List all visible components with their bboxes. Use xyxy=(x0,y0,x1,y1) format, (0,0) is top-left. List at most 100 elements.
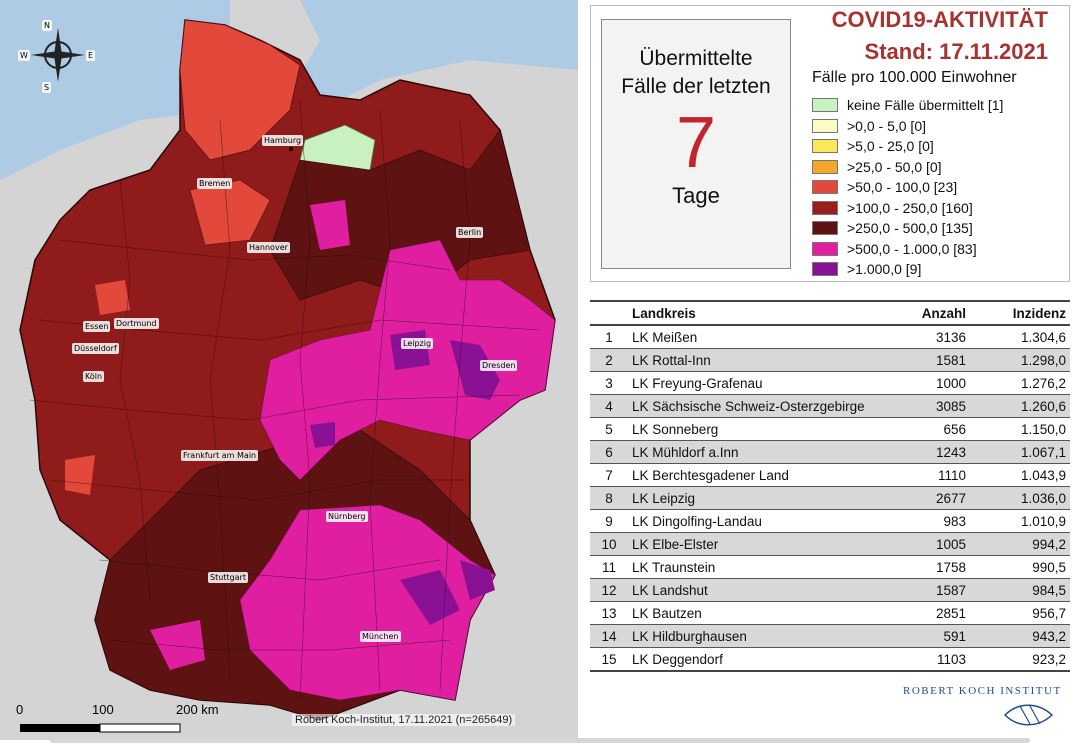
region-north xyxy=(179,19,301,161)
compass-e: E xyxy=(86,50,96,61)
city-dresden: Dresden xyxy=(480,360,518,371)
anzahl-cell: 656 xyxy=(892,417,970,441)
landkreis-cell: LK Meißen xyxy=(628,325,892,349)
legend-swatch xyxy=(812,200,838,215)
city-leipzig: Leipzig xyxy=(401,338,434,349)
inzidenz-cell: 1.150,0 xyxy=(970,417,1070,441)
region-sonneberg xyxy=(310,422,335,448)
inzidenz-cell: 994,2 xyxy=(970,532,1070,556)
legend-label: >50,0 - 100,0 [23] xyxy=(847,179,958,195)
legend-title: COVID19-AKTIVITÄT Stand: 17.11.2021 xyxy=(832,4,1048,68)
legend-subtitle: Fälle pro 100.000 Einwohner xyxy=(812,69,1017,86)
city-frankfurt: Frankfurt am Main xyxy=(181,450,259,461)
title-activity: COVID19-AKTIVITÄT xyxy=(831,7,1048,32)
city-hannover: Hannover xyxy=(247,242,290,253)
scale-bar xyxy=(20,723,181,733)
scale-label-0: 0 xyxy=(16,702,24,717)
legend-swatch xyxy=(812,159,838,174)
anzahl-cell: 1103 xyxy=(892,647,970,672)
region-leipzig xyxy=(390,330,430,370)
legend-label: >100,0 - 250,0 [160] xyxy=(847,199,973,216)
city-berlin: Berlin xyxy=(456,227,484,238)
rank-cell: 5 xyxy=(590,417,628,441)
rank-cell: 12 xyxy=(590,578,628,602)
rank-cell: 1 xyxy=(590,325,628,349)
legend-swatch xyxy=(812,221,838,235)
city-stuttgart: Stuttgart xyxy=(208,572,248,583)
legend-item: >250,0 - 500,0 [135] xyxy=(812,219,973,237)
region-east-dark xyxy=(269,129,531,301)
legend-frame xyxy=(590,5,1070,282)
map-credit: Robert Koch-Institut, 17.11.2021 (n=2656… xyxy=(292,714,516,726)
legend-swatch xyxy=(812,262,838,276)
top-districts-table: Landkreis Anzahl Inzidenz 1 LK Meißen 3136… xyxy=(590,300,1070,672)
anzahl-cell: 2677 xyxy=(892,486,970,510)
region-west xyxy=(95,280,130,315)
legend-swatch xyxy=(812,98,838,112)
legend-label: >0,0 - 5,0 [0] xyxy=(847,117,926,134)
compass-icon xyxy=(31,28,85,82)
table-row: 2 LK Rottal-Inn 1581 1.298,0 xyxy=(590,348,1070,372)
inzidenz-cell: 984,5 xyxy=(970,578,1070,602)
landkreis-cell: LK Freyung-Grafenau xyxy=(628,371,892,395)
legend-item: >1.000,0 [9] xyxy=(812,260,921,278)
rank-cell: 8 xyxy=(590,486,628,510)
landkreis-cell: LK Dingolfing-Landau xyxy=(628,509,892,533)
legend-item: >50,0 - 100,0 [23] xyxy=(812,178,957,196)
anzahl-cell: 3136 xyxy=(892,325,970,349)
landkreis-cell: LK Sächsische Schweiz-Osterzgebirge xyxy=(628,394,892,418)
landkreis-cell: LK Traunstein xyxy=(628,555,892,579)
legend-label: >25,0 - 50,0 [0] xyxy=(847,158,942,175)
inzidenz-cell: 1.067,1 xyxy=(970,440,1070,464)
table-row: 11 LK Traunstein 1758 990,5 xyxy=(590,555,1070,579)
city-dortmund: Dortmund xyxy=(114,318,159,329)
anzahl-cell: 1581 xyxy=(892,348,970,372)
city-koeln: Köln xyxy=(83,371,105,382)
legend-item: >100,0 - 250,0 [160] xyxy=(812,199,973,217)
rank-cell: 7 xyxy=(590,463,628,487)
legend-label: >5,0 - 25,0 [0] xyxy=(847,138,934,154)
table-header: Landkreis Anzahl Inzidenz xyxy=(590,300,1070,326)
inzidenz-cell: 1.036,0 xyxy=(970,486,1070,510)
legend-item: keine Fälle übermittelt [1] xyxy=(812,96,1003,114)
table-row: 7 LK Berchtesgadener Land 1110 1.043,9 xyxy=(590,463,1070,487)
header-landkreis: Landkreis xyxy=(628,300,892,326)
inzidenz-cell: 990,5 xyxy=(970,555,1070,579)
city-dot xyxy=(289,147,293,151)
horizontal-scrollbar[interactable] xyxy=(50,738,1030,743)
table-row: 14 LK Hildburghausen 591 943,2 xyxy=(590,624,1070,648)
region-southwest xyxy=(65,455,95,495)
rank-cell: 9 xyxy=(590,509,628,533)
table-row: 10 LK Elbe-Elster 1005 994,2 xyxy=(590,532,1070,556)
anzahl-cell: 1758 xyxy=(892,555,970,579)
region-altmark xyxy=(310,200,350,250)
compass-n: N xyxy=(42,20,52,31)
inzidenz-cell: 1.298,0 xyxy=(970,348,1070,372)
anzahl-cell: 591 xyxy=(892,624,970,648)
inzidenz-cell: 1.043,9 xyxy=(970,463,1070,487)
inzidenz-cell: 1.010,9 xyxy=(970,509,1070,533)
rank-cell: 2 xyxy=(590,348,628,372)
region-rottal xyxy=(400,570,460,625)
table-row: 5 LK Sonneberg 656 1.150,0 xyxy=(590,417,1070,441)
legend-item: >5,0 - 25,0 [0] xyxy=(812,137,934,155)
rank-cell: 14 xyxy=(590,624,628,648)
inzidenz-cell: 923,2 xyxy=(970,647,1070,672)
city-essen: Essen xyxy=(83,321,111,332)
inzidenz-cell: 1.276,2 xyxy=(970,371,1070,395)
compass-s: S xyxy=(42,82,52,93)
legend-swatch xyxy=(812,118,838,133)
inzidenz-cell: 1.304,6 xyxy=(970,325,1070,349)
landkreis-cell: LK Deggendorf xyxy=(628,647,892,672)
anzahl-cell: 1000 xyxy=(892,371,970,395)
landkreis-cell: LK Bautzen xyxy=(628,601,892,625)
region-freyung xyxy=(460,560,495,600)
rank-cell: 11 xyxy=(590,555,628,579)
rank-cell: 13 xyxy=(590,601,628,625)
landkreis-cell: LK Landshut xyxy=(628,578,892,602)
legend-item: >25,0 - 50,0 [0] xyxy=(812,158,942,176)
legend-item: >500,0 - 1.000,0 [83] xyxy=(812,240,977,258)
header-inzidenz: Inzidenz xyxy=(970,300,1070,326)
inzidenz-cell: 943,2 xyxy=(970,624,1070,648)
landkreis-cell: LK Sonneberg xyxy=(628,417,892,441)
